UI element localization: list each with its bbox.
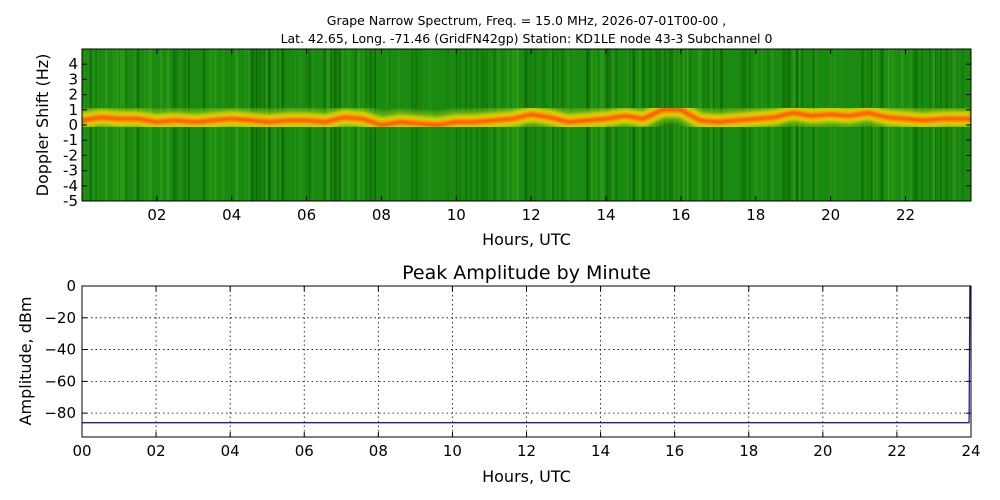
x-tick-label: 02 [147,206,166,224]
y-tick-label: −40 [44,341,76,359]
x-tick-label: 16 [665,442,684,460]
x-tick-label: 06 [295,442,314,460]
y-tick-label: -1 [63,131,78,149]
spectrogram-image [82,49,971,201]
amplitude-x-axis-label: Hours, UTC [482,467,571,486]
x-tick-label: 16 [671,206,690,224]
figure-title-line-1: Grape Narrow Spectrum, Freq. = 15.0 MHz,… [327,13,726,28]
x-tick-label: 12 [522,206,541,224]
noise-streak [677,49,680,201]
noise-streak [677,49,681,201]
y-tick-label: -5 [63,192,78,210]
x-tick-label: 10 [443,442,462,460]
spectrogram-x-axis-label: Hours, UTC [482,230,571,249]
x-tick-label: 04 [221,442,240,460]
y-tick-label: 1 [68,101,78,119]
x-tick-label: 08 [369,442,388,460]
y-tick-label: −20 [44,309,76,327]
amplitude-series [82,286,971,424]
y-tick-label: −60 [44,372,76,390]
doppler-peak [82,108,971,127]
y-tick-label: 0 [66,277,76,295]
noise-streak [679,49,682,201]
x-tick-label: 06 [297,206,316,224]
y-tick-label: 0 [68,116,78,134]
x-tick-label: 04 [222,206,241,224]
x-tick-label: 22 [887,442,906,460]
x-tick-label: 12 [517,442,536,460]
spectrogram-x-axis: 02 04 06 08 10 12 14 16 18 20 22 [147,49,915,224]
noise-streak [664,49,666,201]
x-tick-label: 14 [596,206,615,224]
y-tick-label: −80 [44,404,76,422]
noise-streak [661,49,663,201]
x-tick-label: 02 [147,442,166,460]
x-tick-label: 20 [813,442,832,460]
y-tick-label: -3 [63,162,78,180]
spectrogram-y-axis-label: Doppler Shift (Hz) [33,54,52,197]
amplitude-y-axis-label: Amplitude, dBm [16,297,35,426]
x-tick-label: 08 [372,206,391,224]
x-tick-label: 20 [821,206,840,224]
amplitude-line [82,286,971,424]
amplitude-panel: Peak Amplitude by Minute 00 02 04 06 08 10 12 1… [16,262,981,486]
x-tick-label: 18 [739,442,758,460]
amplitude-x-axis: 00 02 04 06 08 10 12 14 16 18 20 22 24 [72,286,981,460]
noise-streak [673,49,675,201]
x-tick-label: 24 [961,442,980,460]
x-tick-label: 10 [447,206,466,224]
noise-streak [670,49,673,201]
amplitude-chart-title: Peak Amplitude by Minute [402,262,651,284]
y-tick-label: 4 [68,55,78,73]
y-tick-label: 3 [68,70,78,88]
noise-streak [677,49,681,201]
y-tick-label: 2 [68,86,78,104]
figure-title-line-2: Lat. 42.65, Long. -71.46 (GridFN42gp) St… [281,31,773,46]
x-tick-label: 00 [72,442,91,460]
x-tick-label: 18 [746,206,765,224]
y-tick-label: -2 [63,146,78,164]
noise-streak [668,49,671,201]
x-tick-label: 14 [591,442,610,460]
amplitude-grid [82,286,971,437]
y-tick-label: -4 [63,177,78,195]
noise-streak [677,49,680,201]
x-tick-label: 22 [896,206,915,224]
doppler-band [82,96,971,138]
amplitude-y-axis: 0 −20 −40 −60 −80 [44,277,971,422]
